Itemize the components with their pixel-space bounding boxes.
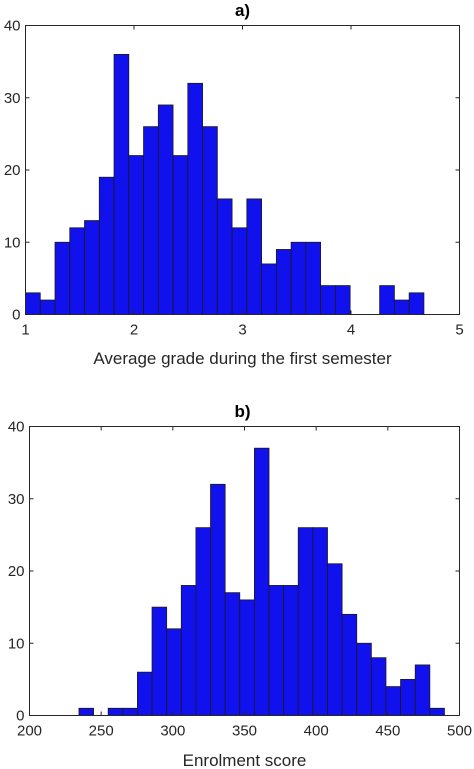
chart-a-bar <box>305 241 322 315</box>
chart-a-bar <box>334 285 351 315</box>
chart-a-xtick-label: 4 <box>347 322 355 339</box>
chart-a-xtick-label: 2 <box>130 322 138 339</box>
chart-a-bar <box>320 285 336 315</box>
chart-b-bar <box>297 527 314 716</box>
chart-b-xtick-label: 250 <box>89 723 114 740</box>
chart-b-xtick-label: 400 <box>304 723 329 740</box>
chart-b-xtick-label: 300 <box>160 723 185 740</box>
chart-a-xtick-label: 3 <box>238 322 246 339</box>
chart-a-bar <box>187 82 203 315</box>
chart-b-bar <box>78 707 94 716</box>
chart-a-xtick-label: 5 <box>455 322 463 339</box>
chart-b-bar <box>341 613 358 716</box>
chart-b-ticks <box>29 426 460 716</box>
chart-a-ytick-label: 20 <box>4 162 21 179</box>
chart-a-ytick-label: 10 <box>4 234 21 251</box>
chart-b-bar <box>195 527 211 716</box>
chart-a-x-axis-label: Average grade during the first semester <box>93 349 392 368</box>
chart-a-xtick-label: 1 <box>21 322 29 339</box>
chart-b-bar <box>283 585 299 716</box>
chart-a-bar <box>143 126 159 315</box>
chart-a-ytick-label: 30 <box>4 90 21 107</box>
chart-a-bar <box>261 263 277 315</box>
chart-b-bar <box>224 592 241 716</box>
chart-a-bar <box>84 220 100 315</box>
chart-a-bar <box>172 155 189 315</box>
chart-b-title: b) <box>234 402 250 421</box>
chart-a-bar <box>216 198 233 315</box>
chart-a-bar <box>246 198 262 315</box>
chart-b: b) 200 250 300 350 400 450 500 0 10 20 3… <box>8 402 472 769</box>
chart-a-bar <box>113 54 130 315</box>
chart-b-x-axis-label: Enrolment score <box>183 751 307 769</box>
chart-a-bars <box>25 54 425 315</box>
chart-a-bar <box>25 292 41 315</box>
chart-b-bar <box>253 447 270 716</box>
chart-b-bar <box>400 678 416 716</box>
chart-b-bar <box>180 585 197 716</box>
chart-a-bar <box>379 285 395 315</box>
chart-b-bar <box>107 707 124 716</box>
chart-a-bar <box>202 126 218 315</box>
chart-b-bar <box>166 628 182 716</box>
chart-b-ytick-label: 20 <box>8 563 25 580</box>
chart-a-ytick-label: 0 <box>12 307 20 324</box>
chart-b-ytick-label: 40 <box>8 419 25 436</box>
chart-b-bar <box>137 671 153 716</box>
chart-b-bars <box>78 447 445 716</box>
chart-a-bar <box>39 299 56 315</box>
chart-b-bar <box>122 707 138 716</box>
chart-a-ticks <box>25 25 460 315</box>
chart-b-xtick-label: 350 <box>232 723 257 740</box>
chart-b-xtick-label: 500 <box>447 723 472 740</box>
chart-a-bar <box>98 176 115 315</box>
chart-a-bar <box>54 241 71 315</box>
chart-b-bar <box>210 483 226 716</box>
chart-b-xtick-label: 200 <box>17 723 42 740</box>
chart-a-bar <box>393 299 410 315</box>
chart-b-bar <box>327 563 343 716</box>
chart-a-bar <box>275 249 292 315</box>
chart-a-bar <box>290 241 307 315</box>
chart-b-ytick-label: 0 <box>16 708 24 725</box>
chart-a-ytick-label: 40 <box>4 18 21 35</box>
chart-a-bar <box>231 227 248 315</box>
chart-b-bar <box>370 657 387 716</box>
chart-a-bar <box>128 155 144 315</box>
chart-a-title: a) <box>235 1 250 20</box>
chart-b-bar <box>429 707 445 716</box>
chart-b-bar <box>268 585 285 716</box>
chart-b-bar <box>312 527 328 716</box>
chart-b-ytick-label: 30 <box>8 491 25 508</box>
chart-b-bar <box>356 642 372 716</box>
chart-b-xtick-label: 450 <box>375 723 400 740</box>
chart-a-bar <box>408 292 425 315</box>
chart-a-bar <box>69 227 85 315</box>
chart-b-bar <box>239 599 255 716</box>
chart-b-ytick-label: 10 <box>8 635 25 652</box>
chart-b-bar <box>385 686 401 716</box>
chart-b-bar <box>414 664 431 716</box>
chart-a-bar <box>157 104 174 315</box>
chart-a: a) 1 2 3 4 5 0 10 20 30 40 Average grade… <box>4 1 464 368</box>
chart-b-bar <box>151 606 168 716</box>
